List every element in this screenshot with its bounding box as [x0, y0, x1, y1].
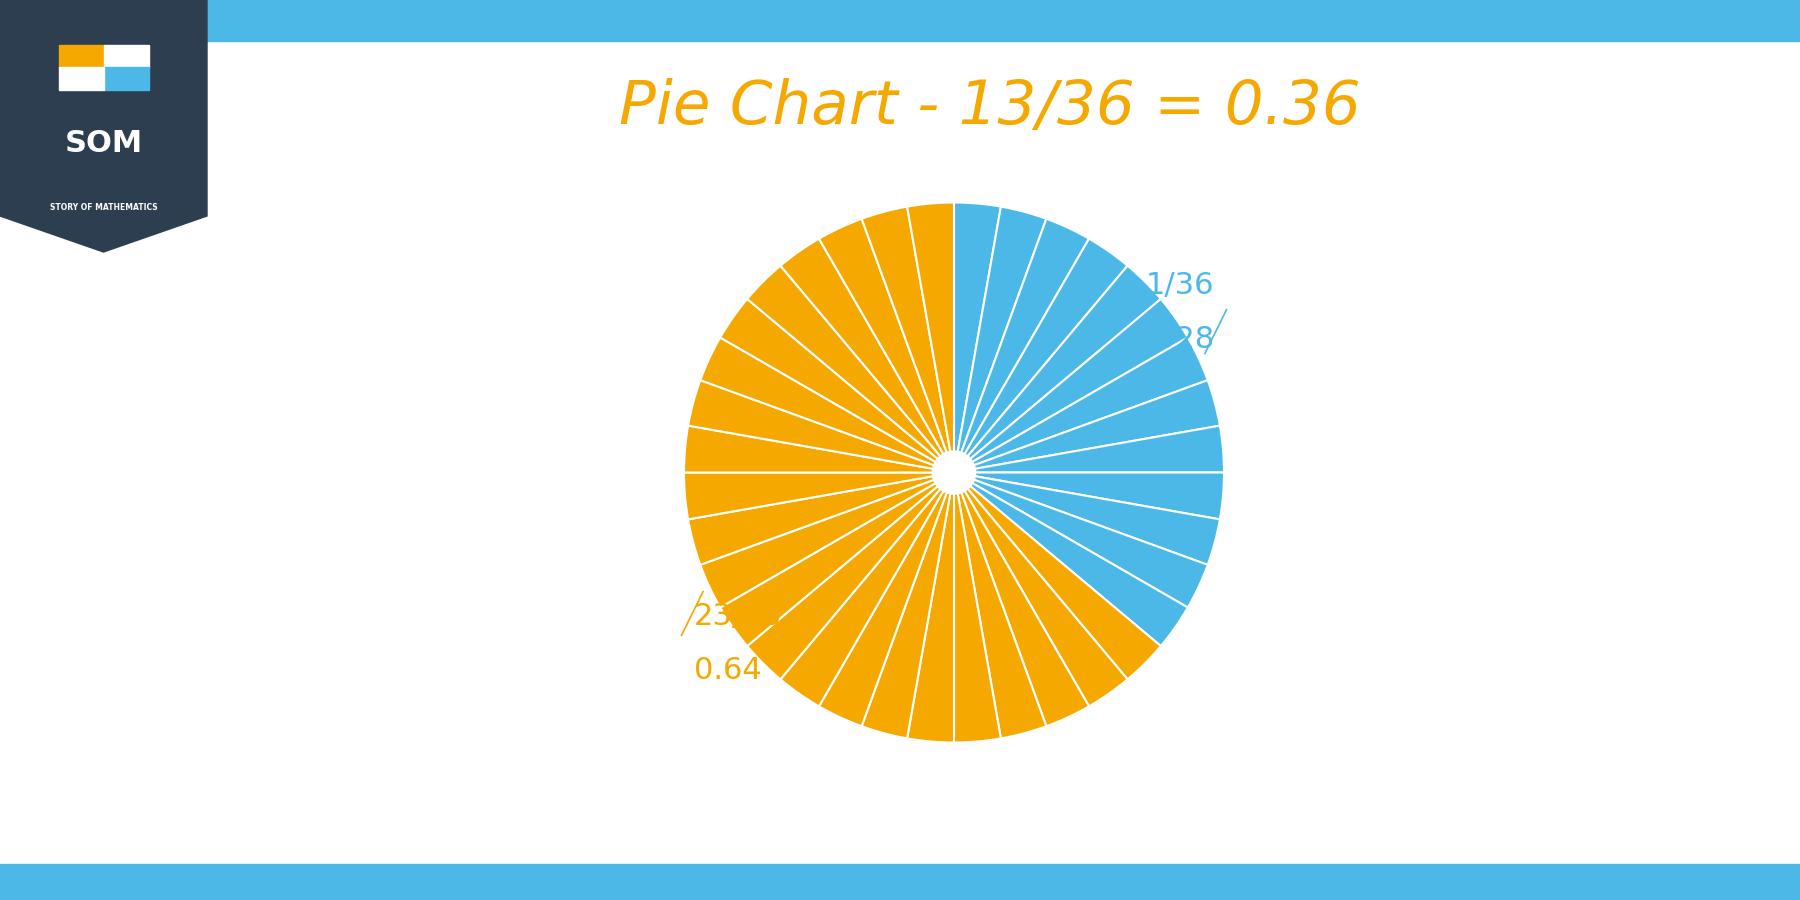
Wedge shape: [954, 238, 1127, 472]
Wedge shape: [954, 472, 1001, 742]
Wedge shape: [700, 338, 954, 472]
Wedge shape: [688, 472, 954, 565]
Wedge shape: [862, 207, 954, 473]
Text: SOM: SOM: [65, 130, 142, 158]
Wedge shape: [954, 219, 1089, 472]
Wedge shape: [700, 472, 954, 608]
Wedge shape: [954, 472, 1208, 608]
Wedge shape: [720, 299, 954, 472]
Wedge shape: [819, 472, 954, 726]
Polygon shape: [0, 0, 207, 252]
Bar: [104, 68, 148, 90]
Wedge shape: [684, 472, 954, 519]
Wedge shape: [954, 338, 1208, 472]
Circle shape: [932, 451, 976, 494]
Wedge shape: [720, 472, 954, 646]
Wedge shape: [747, 472, 954, 680]
Wedge shape: [954, 472, 1188, 646]
Bar: [58, 68, 104, 90]
Wedge shape: [954, 472, 1127, 706]
Wedge shape: [954, 266, 1161, 472]
Bar: [0, 0, 1800, 40]
Text: STORY OF MATHEMATICS: STORY OF MATHEMATICS: [50, 202, 157, 211]
Wedge shape: [747, 266, 954, 472]
Bar: [104, 45, 148, 68]
Text: 23/36: 23/36: [693, 602, 781, 631]
Wedge shape: [954, 472, 1220, 565]
Wedge shape: [907, 472, 954, 742]
Wedge shape: [862, 472, 954, 738]
Text: 0.028: 0.028: [1127, 325, 1215, 354]
Wedge shape: [954, 472, 1046, 738]
Wedge shape: [781, 238, 954, 472]
Wedge shape: [907, 202, 954, 473]
Bar: [0, 864, 1800, 900]
Wedge shape: [954, 426, 1224, 472]
Wedge shape: [954, 299, 1188, 472]
Text: 1/36: 1/36: [1147, 271, 1215, 300]
Wedge shape: [954, 202, 1001, 473]
Wedge shape: [688, 380, 954, 473]
Wedge shape: [954, 472, 1089, 726]
Wedge shape: [954, 207, 1046, 473]
Wedge shape: [684, 426, 954, 472]
Wedge shape: [954, 472, 1161, 680]
Wedge shape: [819, 219, 954, 472]
Wedge shape: [954, 472, 1224, 519]
Wedge shape: [781, 472, 954, 706]
Text: 0.64: 0.64: [693, 656, 761, 685]
Text: Pie Chart - 13/36 = 0.36: Pie Chart - 13/36 = 0.36: [619, 78, 1361, 138]
Bar: [58, 45, 104, 68]
Wedge shape: [954, 380, 1220, 473]
